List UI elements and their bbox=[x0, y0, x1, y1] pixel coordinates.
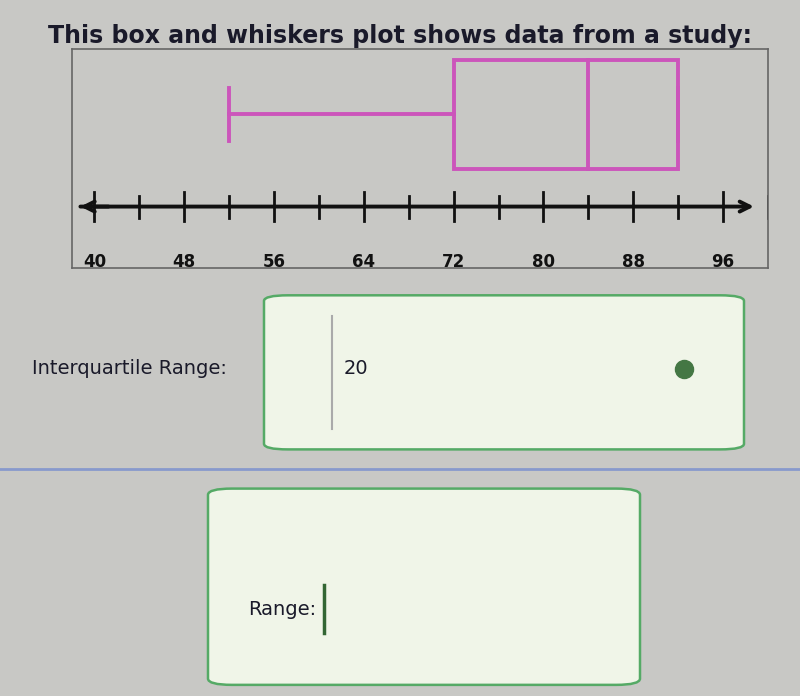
Text: 88: 88 bbox=[622, 253, 645, 271]
Text: 80: 80 bbox=[532, 253, 555, 271]
Text: 20: 20 bbox=[344, 359, 369, 378]
Text: This box and whiskers plot shows data from a study:: This box and whiskers plot shows data fr… bbox=[48, 24, 752, 48]
Text: 56: 56 bbox=[262, 253, 286, 271]
Text: Range:: Range: bbox=[248, 600, 316, 619]
Text: 72: 72 bbox=[442, 253, 466, 271]
Text: 96: 96 bbox=[711, 253, 734, 271]
Text: 48: 48 bbox=[173, 253, 196, 271]
Bar bbox=[454, 60, 678, 169]
Text: Interquartile Range:: Interquartile Range: bbox=[32, 359, 227, 378]
FancyBboxPatch shape bbox=[264, 295, 744, 450]
Text: 40: 40 bbox=[83, 253, 106, 271]
Text: 64: 64 bbox=[352, 253, 375, 271]
FancyBboxPatch shape bbox=[208, 489, 640, 685]
